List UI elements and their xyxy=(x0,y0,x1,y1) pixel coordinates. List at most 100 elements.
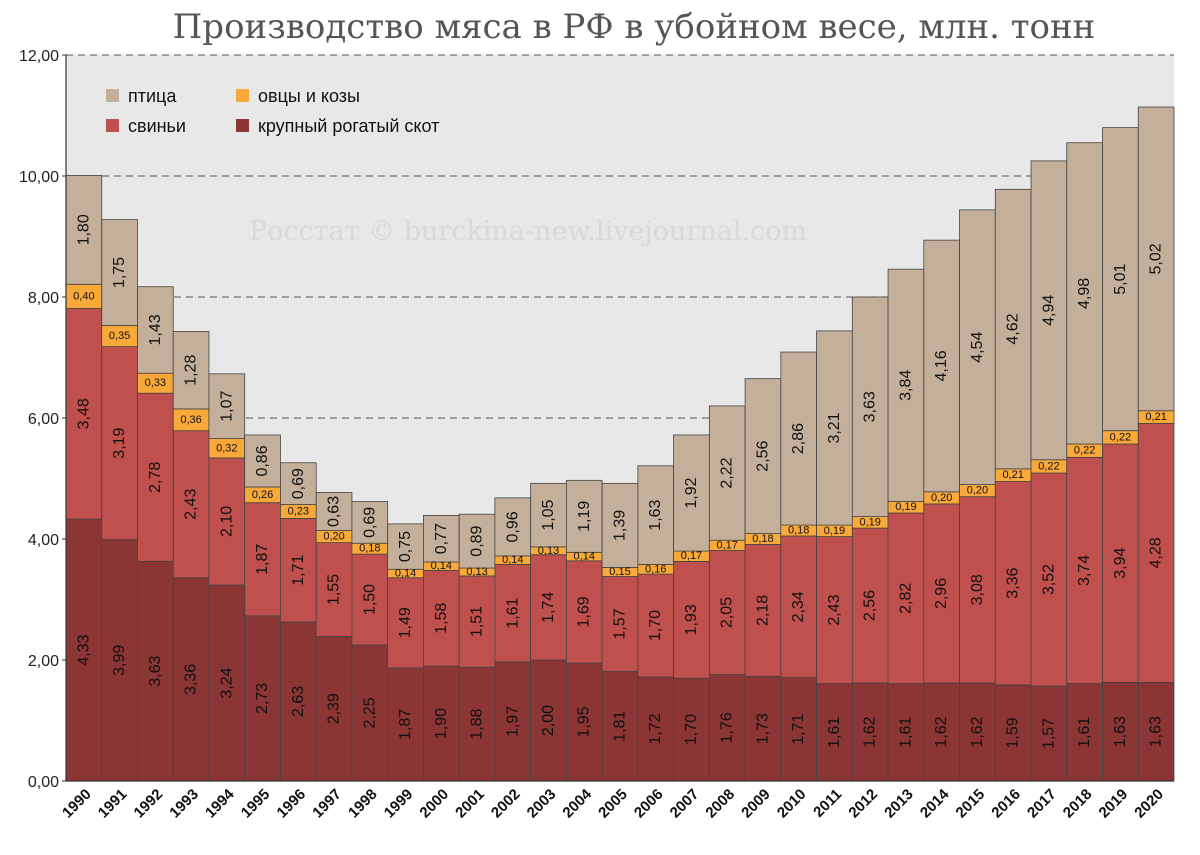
bar-segment xyxy=(744,675,782,782)
bar-value-label: 0,86 xyxy=(254,445,271,476)
bar-value-label: 1,57 xyxy=(612,608,629,639)
bar-value-label: 0,69 xyxy=(290,468,307,499)
bar-value-label: 1,39 xyxy=(612,510,629,541)
legend-swatch xyxy=(236,119,249,132)
bar-value-label: 0,20 xyxy=(323,531,344,543)
bar-segment xyxy=(494,564,532,663)
bar-value-label: 4,54 xyxy=(969,332,986,363)
bar-value-label: 1,70 xyxy=(647,610,664,641)
x-tick-label: 2018 xyxy=(1060,786,1096,822)
x-tick-label: 1992 xyxy=(131,786,167,822)
x-tick-label: 2000 xyxy=(416,786,452,822)
legend-label: птица xyxy=(128,86,177,106)
bar-value-label: 1,62 xyxy=(969,716,986,747)
bar-value-label: 2,34 xyxy=(790,591,807,622)
bar-segment xyxy=(280,621,317,782)
bar-value-label: 3,74 xyxy=(1076,555,1093,586)
bar-value-label: 3,36 xyxy=(183,664,200,695)
bar-segment xyxy=(923,239,960,493)
bar-value-label: 3,48 xyxy=(75,398,92,429)
bar-value-label: 0,20 xyxy=(931,492,952,504)
bar-value-label: 1,62 xyxy=(862,716,879,747)
bar-value-label: 2,56 xyxy=(862,590,879,621)
x-tick-label: 2008 xyxy=(702,786,738,822)
bar-value-label: 1,90 xyxy=(433,708,450,739)
bar-segment xyxy=(101,539,138,782)
bar-value-label: 0,63 xyxy=(326,496,343,527)
bar-value-label: 0,22 xyxy=(1110,431,1131,443)
bar-value-label: 3,19 xyxy=(111,427,128,458)
x-tick-label: 1996 xyxy=(274,786,310,822)
bar-value-label: 4,62 xyxy=(1005,313,1022,344)
bar-value-label: 1,28 xyxy=(183,355,200,386)
bar-value-label: 2,39 xyxy=(326,693,343,724)
bar-segment xyxy=(1030,472,1068,687)
bar-segment xyxy=(1066,142,1103,445)
bar-segment xyxy=(208,457,246,586)
bar-segment xyxy=(387,667,424,782)
bar-segment xyxy=(65,308,103,520)
bar-value-label: 4,94 xyxy=(1040,295,1057,326)
bar-segment xyxy=(280,462,317,505)
bar-segment xyxy=(1102,443,1139,683)
bar-value-label: 0,19 xyxy=(824,525,845,537)
legend: птица овцы и козы свиньи крупный рогатый ск… xyxy=(106,86,439,136)
x-tick-label: 1997 xyxy=(309,786,345,822)
x-tick-label: 2019 xyxy=(1096,786,1132,822)
x-tick-label: 1994 xyxy=(202,785,238,821)
bar-segment xyxy=(601,671,639,782)
bar-segment xyxy=(172,331,210,410)
x-tick-label: 1998 xyxy=(345,786,381,822)
bar-value-label: 3,63 xyxy=(862,391,879,422)
bar-value-label: 1,49 xyxy=(397,607,414,638)
bar-value-label: 1,70 xyxy=(683,714,700,745)
bar-value-label: 1,63 xyxy=(1112,716,1129,747)
bar-value-label: 4,16 xyxy=(933,350,950,381)
bar-segment xyxy=(137,392,174,562)
bar-segment xyxy=(708,550,746,675)
x-tick-label: 2016 xyxy=(988,786,1024,822)
bar-segment xyxy=(494,661,532,782)
bar-value-label: 1,97 xyxy=(504,706,521,737)
bar-value-label: 1,58 xyxy=(433,603,450,634)
bar-value-label: 3,21 xyxy=(826,412,843,443)
x-tick-label: 2020 xyxy=(1131,786,1167,822)
axes xyxy=(62,54,1174,782)
watermark: Росстат © burckina-new.livejournal.com xyxy=(249,216,807,247)
bar-value-label: 0,17 xyxy=(717,539,738,551)
bar-segment xyxy=(351,501,389,544)
bar-value-label: 0,89 xyxy=(469,525,486,556)
y-tick-label: 6,00 xyxy=(28,411,59,428)
bar-segment xyxy=(959,209,996,485)
bar-segment xyxy=(780,677,817,782)
bar-value-label: 2,00 xyxy=(540,705,557,736)
x-tick-label: 1995 xyxy=(238,786,274,822)
bar-value-label: 1,50 xyxy=(361,584,378,615)
bar-segment xyxy=(315,542,353,637)
bar-value-label: 0,69 xyxy=(361,507,378,538)
bar-segment xyxy=(994,481,1032,686)
bar-value-label: 3,24 xyxy=(218,667,235,698)
bar-value-label: 1,92 xyxy=(683,477,700,508)
bar-value-label: 1,88 xyxy=(469,708,486,739)
bar-value-label: 0,18 xyxy=(359,543,380,555)
x-tick-label: 2006 xyxy=(631,786,667,822)
x-tick-label: 2005 xyxy=(595,786,631,822)
bar-segment xyxy=(816,330,853,526)
bar-value-label: 0,77 xyxy=(433,523,450,554)
bar-segment xyxy=(601,482,639,568)
bar-segment xyxy=(530,554,567,661)
bar-value-label: 1,05 xyxy=(540,499,557,530)
bar-value-label: 0,22 xyxy=(1038,460,1059,472)
bar-segment xyxy=(565,479,603,553)
bar-value-label: 0,13 xyxy=(466,566,487,578)
bar-value-label: 2,05 xyxy=(719,597,736,628)
bar-segment xyxy=(208,584,246,782)
bar-segment xyxy=(923,503,960,684)
bar-segment xyxy=(887,683,925,782)
bar-value-label: 0,21 xyxy=(1002,469,1023,481)
x-tick-label: 2013 xyxy=(881,786,917,822)
bar-value-label: 1,07 xyxy=(218,391,235,422)
bar-segment xyxy=(458,513,496,569)
